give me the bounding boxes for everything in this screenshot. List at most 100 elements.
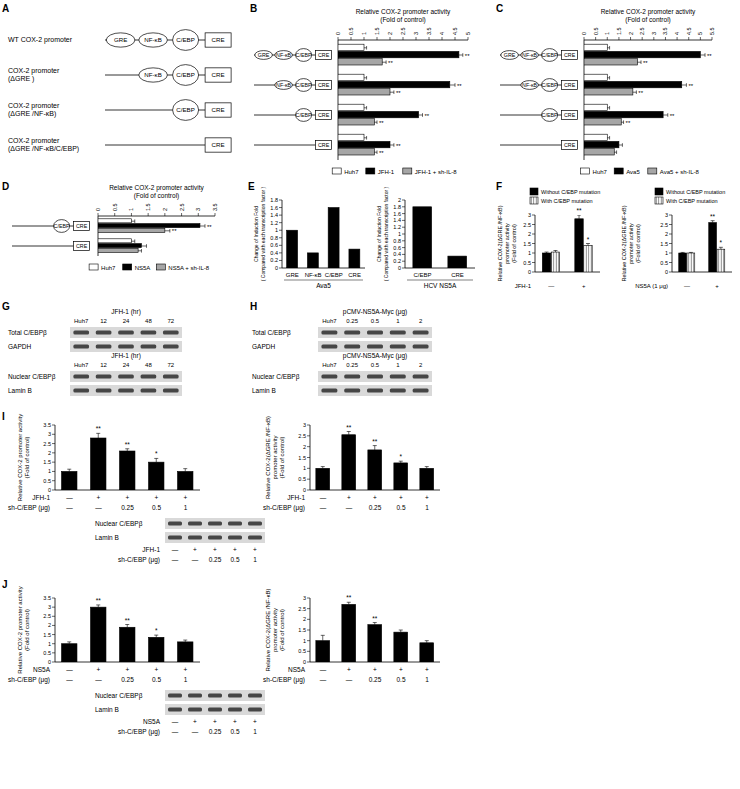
tick-label: 2 [303,444,306,450]
tick [532,262,535,263]
blot-band [390,345,406,349]
binding-site [106,33,135,47]
tick [131,213,132,216]
legend-label: Ava5 + sh-IL-8 [660,169,700,175]
legend-swatch [332,168,341,174]
bar [338,74,364,80]
error-bar [399,630,403,632]
chart-9: 00.511.522.533.5Relative COX-2 promoter … [8,586,200,684]
error-line [450,85,455,86]
panel-letter: G [2,301,10,312]
tick-label: 2 [303,616,306,622]
condition-value: + [97,494,101,501]
blot-3: pCMV-NS5A-Myc (μg)Huh70.250.512Nuclear C… [252,352,432,396]
tick-label: 0.5 [660,260,668,266]
bar [338,51,459,57]
tick [198,213,199,216]
error-bar [347,602,351,604]
error-bar [67,469,71,471]
bars [584,44,705,155]
tick-label: 0.5 [348,27,354,35]
error-bar [399,461,403,463]
condition-value: 1 [425,504,429,511]
tick-label: 1.6 [393,211,401,217]
condition-value: — [172,546,179,553]
panel-letter: B [250,3,257,14]
tick-label: 5.5 [709,27,715,35]
tick-label: 0 [335,32,341,35]
error-cap [609,106,610,110]
tick [52,643,55,644]
tick-label: 0.4 [393,251,401,257]
error-cap [377,150,378,154]
site-label: CRE [318,52,330,58]
bar [149,637,164,662]
category-label: + [582,283,586,289]
error-line [98,433,99,438]
condition-value: 0.25 [121,676,134,683]
blot-band [118,389,134,393]
axis-title: (Fold of control) [635,224,641,263]
error-bar [689,252,693,254]
blot-band [228,694,242,698]
tick [279,215,282,216]
error-bar [682,83,687,87]
error-line [200,226,205,227]
construct-label: COX-2 promoter(ΔGRE ) [8,67,60,83]
bar [584,44,607,50]
tick [52,625,55,626]
cebp-site [173,100,199,121]
tick-label: 2.5 [639,27,645,35]
error-bar [373,446,377,450]
tick [307,640,310,641]
error-bar [419,113,423,117]
bar [394,463,408,490]
site-label: C/EBP [542,112,558,118]
condition-value: 0.5 [396,676,405,683]
cre-box [316,81,332,90]
condition-label: sh-C/EBP (μg) [8,504,50,512]
site-label: GRE [258,52,270,58]
error-bar [586,244,590,246]
tick-label: 1.6 [270,205,278,211]
blot-band [248,694,262,698]
site-label: C/EBP [542,52,558,58]
significance: ** [425,113,430,119]
error-cap [609,76,610,80]
blot-strip [165,704,265,715]
error-line [614,152,616,153]
error-cap [616,150,617,154]
blot-band [118,345,134,349]
blot-row-label: GAPDH [8,343,31,350]
condition-value: — [192,728,199,735]
legend-label: Without C/EBP mutation [541,189,600,195]
category-label: — [684,283,690,289]
tick-label: 1.5 [374,27,380,35]
blot-row-label: Lamin B [95,534,119,541]
error-line [141,246,146,247]
tick-label: 1.5 [660,241,668,247]
legend-label: NS5A [135,265,151,271]
legend-swatch [403,168,412,174]
construct-line [500,145,562,146]
lane-label: 2 [419,318,423,324]
axis-title: promoter activity [272,435,278,479]
error-cap [689,252,693,253]
category-label: C/EBP [413,272,431,278]
tick [669,272,672,273]
tick-label: 1.5 [43,459,51,465]
condition-value: 0.25 [369,504,382,511]
legend-entry: Ava5 [614,168,640,175]
tick-label: 0 [581,32,587,35]
error-bar [614,150,616,154]
error-line [98,605,99,607]
site-label: NF-κB [522,82,538,88]
axis-title: Relative COX-2(ΔGRE /NF-κB) [497,205,503,281]
tick-label: 0.8 [270,235,278,241]
bar [679,253,687,272]
tick [52,616,55,617]
significance: * [720,239,723,246]
tick [455,37,456,40]
condition-value: 1 [253,556,257,563]
significance: ** [346,424,352,431]
